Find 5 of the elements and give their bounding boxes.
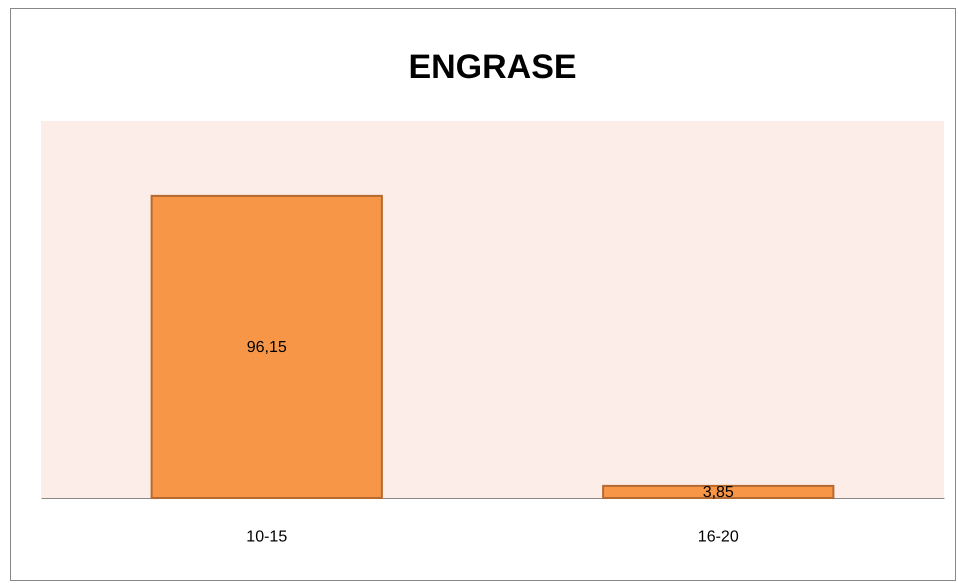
x-tick-label: 16-20 [698, 528, 739, 546]
x-tick-label: 10-15 [246, 528, 288, 546]
chart-title: ENGRASE [408, 48, 577, 86]
data-label: 96,15 [246, 338, 287, 356]
data-label: 3,85 [702, 484, 734, 501]
